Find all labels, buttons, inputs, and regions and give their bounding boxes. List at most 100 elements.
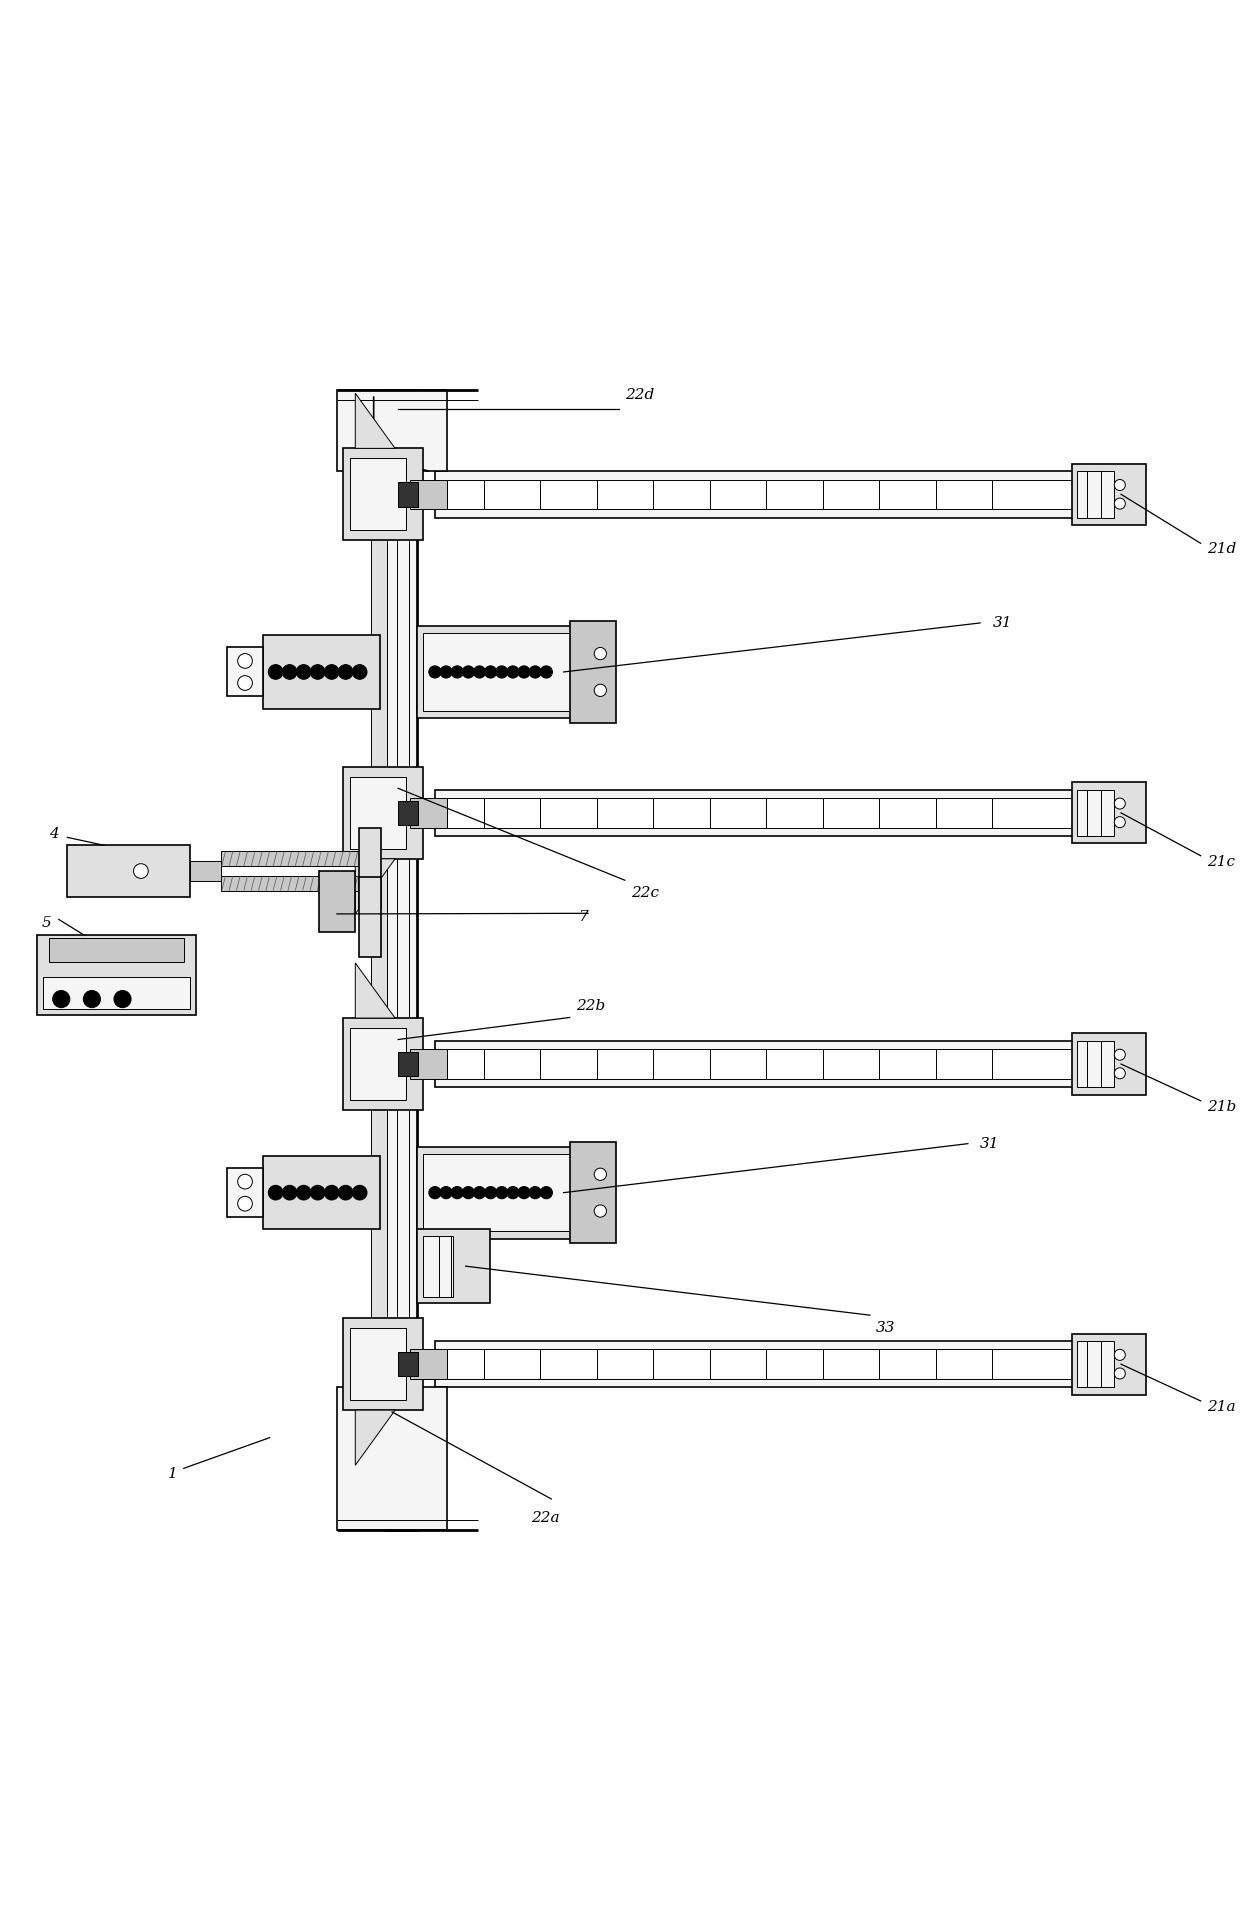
Circle shape bbox=[52, 991, 69, 1009]
Bar bbox=[435, 790, 1140, 837]
Circle shape bbox=[238, 676, 253, 690]
Circle shape bbox=[310, 1186, 325, 1200]
Circle shape bbox=[1115, 1368, 1126, 1379]
Bar bbox=[417, 626, 613, 719]
Bar bbox=[398, 800, 418, 825]
Bar bbox=[190, 862, 221, 881]
Bar bbox=[263, 636, 379, 709]
Bar bbox=[358, 829, 381, 908]
Bar bbox=[1076, 471, 1114, 518]
Circle shape bbox=[238, 1196, 253, 1211]
Bar bbox=[386, 390, 417, 1530]
Text: 4: 4 bbox=[50, 827, 58, 840]
Circle shape bbox=[339, 1186, 353, 1200]
Bar bbox=[1073, 1034, 1146, 1095]
Circle shape bbox=[1115, 1349, 1126, 1360]
Circle shape bbox=[463, 667, 475, 678]
Circle shape bbox=[474, 1186, 486, 1198]
Bar bbox=[67, 846, 190, 896]
Text: 21d: 21d bbox=[1207, 543, 1236, 556]
Circle shape bbox=[594, 647, 606, 659]
Bar bbox=[417, 1148, 613, 1238]
Bar bbox=[410, 1349, 448, 1379]
Bar bbox=[1076, 1341, 1114, 1387]
Text: 7: 7 bbox=[578, 910, 588, 923]
Bar bbox=[343, 767, 423, 860]
Circle shape bbox=[541, 667, 553, 678]
Bar bbox=[358, 877, 381, 956]
Bar bbox=[410, 479, 448, 508]
Circle shape bbox=[352, 1186, 367, 1200]
Text: 5: 5 bbox=[42, 916, 51, 929]
Circle shape bbox=[429, 667, 441, 678]
Circle shape bbox=[1115, 1068, 1126, 1078]
Text: 31: 31 bbox=[980, 1136, 999, 1151]
Circle shape bbox=[310, 665, 325, 680]
Text: 22b: 22b bbox=[575, 999, 605, 1012]
Circle shape bbox=[485, 1186, 497, 1198]
Circle shape bbox=[594, 684, 606, 696]
Bar bbox=[337, 1387, 448, 1530]
Circle shape bbox=[529, 1186, 542, 1198]
Bar bbox=[423, 1153, 569, 1231]
Text: 21b: 21b bbox=[1207, 1099, 1236, 1115]
Bar bbox=[263, 1155, 379, 1229]
Circle shape bbox=[1115, 1049, 1126, 1061]
Bar bbox=[448, 479, 1090, 508]
Bar bbox=[319, 871, 356, 933]
Bar bbox=[410, 1049, 448, 1078]
Bar bbox=[423, 634, 569, 711]
Circle shape bbox=[463, 1186, 475, 1198]
Bar bbox=[398, 483, 418, 506]
Polygon shape bbox=[356, 1410, 396, 1464]
Circle shape bbox=[429, 1186, 441, 1198]
Circle shape bbox=[474, 667, 486, 678]
Bar bbox=[448, 1049, 1090, 1078]
Bar bbox=[448, 798, 1090, 827]
Bar bbox=[343, 448, 423, 541]
Bar bbox=[343, 1018, 423, 1111]
Circle shape bbox=[283, 665, 298, 680]
Circle shape bbox=[541, 1186, 553, 1198]
Circle shape bbox=[238, 1175, 253, 1188]
Circle shape bbox=[83, 991, 100, 1009]
Bar bbox=[448, 1349, 1090, 1379]
Circle shape bbox=[518, 1186, 531, 1198]
Bar bbox=[398, 1051, 418, 1076]
Circle shape bbox=[283, 1186, 298, 1200]
Bar bbox=[435, 471, 1140, 518]
Text: 31: 31 bbox=[992, 616, 1012, 630]
Polygon shape bbox=[356, 962, 396, 1018]
Bar bbox=[1073, 782, 1146, 844]
Bar bbox=[37, 935, 196, 1014]
Bar bbox=[227, 647, 263, 696]
Bar bbox=[1073, 1333, 1146, 1395]
Circle shape bbox=[451, 1186, 464, 1198]
Bar bbox=[410, 798, 448, 827]
Circle shape bbox=[440, 1186, 453, 1198]
Text: 1: 1 bbox=[167, 1468, 177, 1482]
Text: 22c: 22c bbox=[631, 887, 658, 900]
Circle shape bbox=[451, 667, 464, 678]
Circle shape bbox=[268, 1186, 283, 1200]
Circle shape bbox=[507, 667, 520, 678]
Bar bbox=[423, 1236, 454, 1296]
Circle shape bbox=[296, 1186, 311, 1200]
Text: 33: 33 bbox=[875, 1321, 895, 1335]
Circle shape bbox=[485, 667, 497, 678]
Bar bbox=[569, 620, 616, 723]
Bar bbox=[1073, 464, 1146, 526]
Circle shape bbox=[594, 1169, 606, 1180]
Bar bbox=[371, 415, 387, 1505]
Bar bbox=[351, 777, 405, 848]
Bar bbox=[351, 458, 405, 531]
Circle shape bbox=[440, 667, 453, 678]
Bar bbox=[227, 1169, 263, 1217]
Circle shape bbox=[268, 665, 283, 680]
Circle shape bbox=[496, 667, 508, 678]
Bar bbox=[435, 1041, 1140, 1088]
Circle shape bbox=[1115, 817, 1126, 827]
Circle shape bbox=[325, 665, 339, 680]
Text: 22a: 22a bbox=[531, 1511, 559, 1524]
Bar bbox=[1076, 1041, 1114, 1088]
